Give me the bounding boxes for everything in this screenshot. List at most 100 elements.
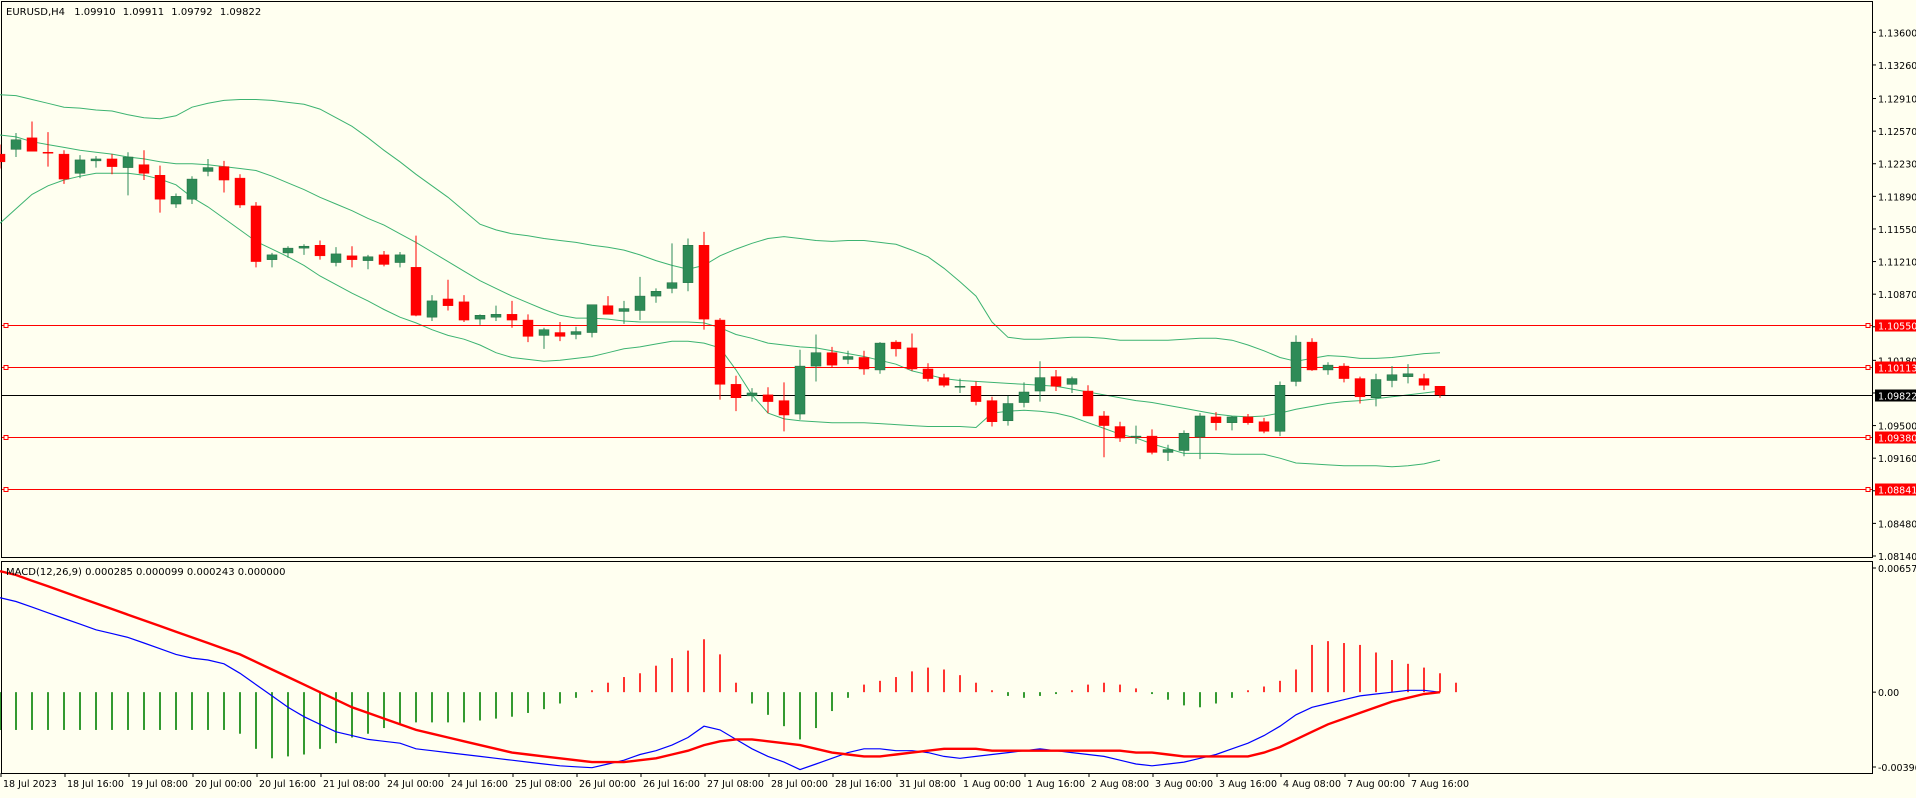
candle bbox=[202, 158, 214, 177]
candle-body bbox=[298, 245, 310, 249]
candle-body bbox=[1226, 416, 1238, 423]
candle-body bbox=[666, 282, 678, 289]
macd-axis: 0.006571 0.00 -0.003961 bbox=[1872, 564, 1916, 774]
symbol-label: EURUSD,H4 bbox=[6, 7, 65, 18]
candle-body bbox=[522, 319, 534, 337]
candle-body bbox=[986, 400, 998, 422]
candle bbox=[810, 334, 822, 382]
candle-body bbox=[1002, 403, 1014, 422]
candle bbox=[1002, 395, 1014, 426]
candle-body bbox=[346, 255, 358, 260]
time-tick-label: 24 Jul 00:00 bbox=[387, 779, 444, 790]
candle-body bbox=[826, 352, 838, 366]
candle bbox=[650, 288, 662, 303]
candle-body bbox=[42, 151, 54, 154]
price-tag-box bbox=[1875, 361, 1916, 374]
candle bbox=[1146, 429, 1158, 455]
candle-body bbox=[1210, 416, 1222, 423]
price-tag-label: 1.09380 bbox=[1878, 434, 1916, 445]
candle-body bbox=[618, 308, 630, 312]
candle bbox=[186, 176, 198, 205]
candle bbox=[1274, 381, 1286, 437]
price-tag-box bbox=[1875, 431, 1916, 444]
candle bbox=[682, 238, 694, 292]
candle-body bbox=[394, 254, 406, 263]
candle bbox=[1242, 414, 1254, 425]
candle bbox=[474, 314, 486, 325]
price-tick-label: 1.13260 bbox=[1878, 61, 1916, 72]
candle bbox=[154, 165, 166, 213]
candle bbox=[746, 388, 758, 402]
candle bbox=[1034, 361, 1046, 402]
candle-body bbox=[922, 368, 934, 379]
candle bbox=[1050, 369, 1062, 392]
high-value: 1.09911 bbox=[123, 7, 164, 18]
candle bbox=[618, 300, 630, 324]
candle bbox=[426, 295, 438, 322]
candle-body bbox=[0, 153, 6, 163]
price-tick-label: 1.08480 bbox=[1878, 519, 1916, 530]
candle bbox=[42, 132, 54, 167]
candle-body bbox=[506, 314, 518, 321]
candle-body bbox=[58, 153, 70, 180]
candle-body bbox=[1258, 421, 1270, 432]
candle-body bbox=[794, 365, 806, 415]
candle-body bbox=[698, 245, 710, 320]
time-tick-label: 27 Jul 08:00 bbox=[707, 779, 764, 790]
candle-body bbox=[1114, 426, 1126, 439]
macd-tick-label: 0.00 bbox=[1878, 688, 1899, 699]
open-value: 1.09910 bbox=[74, 7, 115, 18]
signal-line bbox=[0, 570, 1441, 764]
candle bbox=[138, 150, 150, 181]
time-tick-label: 28 Jul 00:00 bbox=[771, 779, 828, 790]
level-anchor bbox=[3, 323, 9, 328]
time-tick-label: 7 Aug 16:00 bbox=[1411, 779, 1469, 790]
candle-body bbox=[1290, 341, 1302, 382]
candle bbox=[1226, 415, 1238, 431]
candle bbox=[1322, 362, 1334, 375]
candle bbox=[58, 150, 70, 184]
time-tick-label: 31 Jul 08:00 bbox=[899, 779, 956, 790]
candle bbox=[1402, 364, 1414, 384]
candle bbox=[538, 327, 550, 349]
candle bbox=[282, 246, 294, 258]
horizontal-levels[interactable] bbox=[2, 323, 1872, 492]
candle bbox=[666, 243, 678, 294]
candle bbox=[1082, 385, 1094, 417]
candle-body bbox=[842, 356, 854, 360]
time-tick-label: 20 Jul 00:00 bbox=[195, 779, 252, 790]
candle bbox=[106, 154, 118, 175]
candle-body bbox=[1178, 432, 1190, 451]
candle-body bbox=[362, 256, 374, 261]
candle-body bbox=[202, 167, 214, 172]
candle-body bbox=[1098, 415, 1110, 426]
candle bbox=[1434, 385, 1446, 398]
candle bbox=[1386, 366, 1398, 388]
candle bbox=[1354, 376, 1366, 404]
candle bbox=[266, 252, 278, 268]
candle-body bbox=[458, 301, 470, 321]
close-value: 1.09822 bbox=[220, 7, 261, 18]
candle-body bbox=[218, 166, 230, 181]
price-tick-label: 1.10870 bbox=[1878, 290, 1916, 301]
level-anchor bbox=[1865, 323, 1871, 328]
candle-body bbox=[330, 253, 342, 263]
candle-body bbox=[90, 158, 102, 162]
candle-body bbox=[74, 159, 86, 174]
candle bbox=[1338, 363, 1350, 383]
candle-body bbox=[186, 178, 198, 200]
candle bbox=[1194, 413, 1206, 460]
price-tag-box bbox=[1875, 319, 1916, 332]
candle bbox=[890, 340, 902, 357]
level-anchor bbox=[1865, 487, 1871, 492]
candle bbox=[1018, 382, 1030, 408]
price-tick-label: 1.13600 bbox=[1878, 28, 1916, 39]
candle bbox=[506, 300, 518, 328]
level-anchor bbox=[1865, 365, 1871, 370]
candle bbox=[842, 350, 854, 365]
candle bbox=[234, 174, 246, 208]
candle-body bbox=[602, 305, 614, 315]
candle-body bbox=[410, 267, 422, 316]
